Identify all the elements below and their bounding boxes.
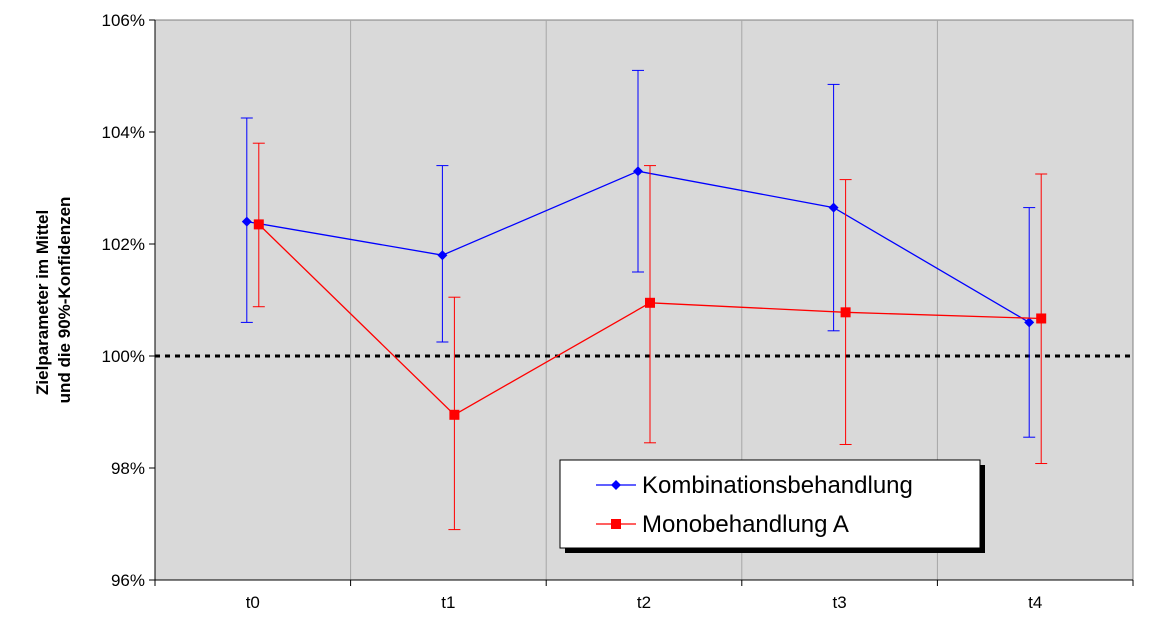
data-point-diamond (241, 216, 252, 227)
vertical-gridlines (350, 20, 938, 580)
x-tick-label: t4 (1028, 593, 1042, 612)
y-tick-label: 96% (111, 571, 145, 590)
series-1 (240, 69, 1036, 438)
y-axis-label-line-1: Zielparameter im Mittel (33, 210, 52, 395)
y-tick-label: 98% (111, 459, 145, 478)
y-tick-label: 102% (102, 235, 145, 254)
y-axis: 96% 98% 100% 102% 104% 106% (102, 11, 156, 590)
legend-marker-square (611, 519, 621, 529)
x-tick-label: t1 (441, 593, 455, 612)
legend-marker-diamond (611, 480, 621, 490)
x-tick-label: t2 (637, 593, 651, 612)
data-point-square (645, 297, 655, 308)
y-tick-label: 100% (102, 347, 145, 366)
data-point-diamond (437, 250, 448, 261)
x-axis: t0 t1 t2 t3 t4 (154, 579, 1134, 612)
legend-label: Kombinationsbehandlung (642, 472, 913, 499)
y-axis-label-line-2: und die 90%-Konfidenzen (55, 197, 74, 404)
series-layer (240, 69, 1048, 531)
legend-label: Monobehandlung A (642, 511, 849, 538)
y-axis-label: Zielparameter im Mittel und die 90%-Konf… (33, 197, 74, 404)
data-point-square (1036, 313, 1047, 324)
data-point-diamond (1024, 317, 1035, 328)
legend: Kombinationsbehandlung Monobehandlung A (559, 459, 985, 553)
data-point-square (253, 219, 264, 230)
legend-box (559, 459, 981, 549)
data-point-diamond (633, 166, 643, 177)
y-tick-label: 104% (102, 123, 145, 142)
series-2 (252, 142, 1048, 531)
x-tick-label: t0 (246, 593, 260, 612)
y-tick-label: 106% (102, 11, 145, 30)
x-tick-label: t3 (833, 593, 847, 612)
data-point-diamond (828, 202, 839, 213)
data-point-square (840, 307, 851, 318)
data-point-square (449, 409, 460, 420)
